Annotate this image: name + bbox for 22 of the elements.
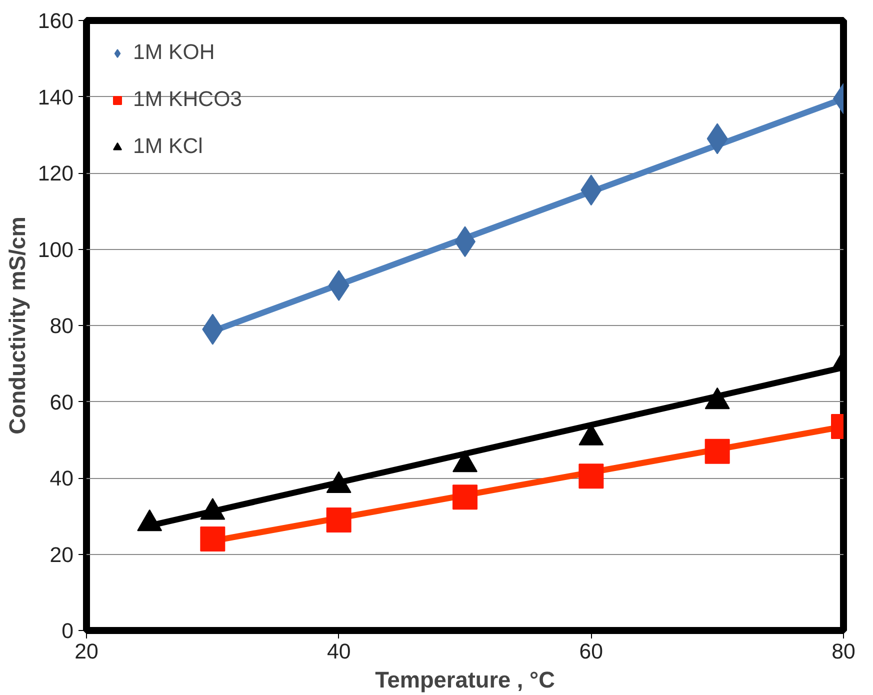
y-tick-label: 100 bbox=[38, 238, 74, 262]
legend-label: 1M KOH bbox=[133, 40, 215, 65]
y-tick-label: 120 bbox=[38, 162, 74, 186]
point bbox=[704, 438, 730, 464]
legend-label: 1M KCl bbox=[133, 134, 203, 159]
y-tick-label: 40 bbox=[50, 466, 74, 490]
y-tick-label: 160 bbox=[38, 9, 74, 33]
y-tick-label: 140 bbox=[38, 85, 74, 110]
y-tick-label: 0 bbox=[62, 619, 74, 643]
y-tick-label: 80 bbox=[50, 314, 74, 338]
y-tick-label: 60 bbox=[50, 390, 74, 414]
x-tick-label: 40 bbox=[326, 640, 351, 664]
point bbox=[578, 464, 604, 489]
x-tick-label: 80 bbox=[832, 640, 856, 664]
x-tick-label: 60 bbox=[579, 640, 604, 664]
point bbox=[326, 507, 352, 532]
y-axis-title: Conductivity mS/cm bbox=[4, 216, 30, 434]
y-tick-label: 20 bbox=[50, 542, 74, 567]
point bbox=[200, 526, 226, 552]
x-tick-label: 20 bbox=[74, 640, 98, 664]
point bbox=[452, 484, 478, 510]
x-axis-title: Temperature , °C bbox=[375, 666, 555, 692]
